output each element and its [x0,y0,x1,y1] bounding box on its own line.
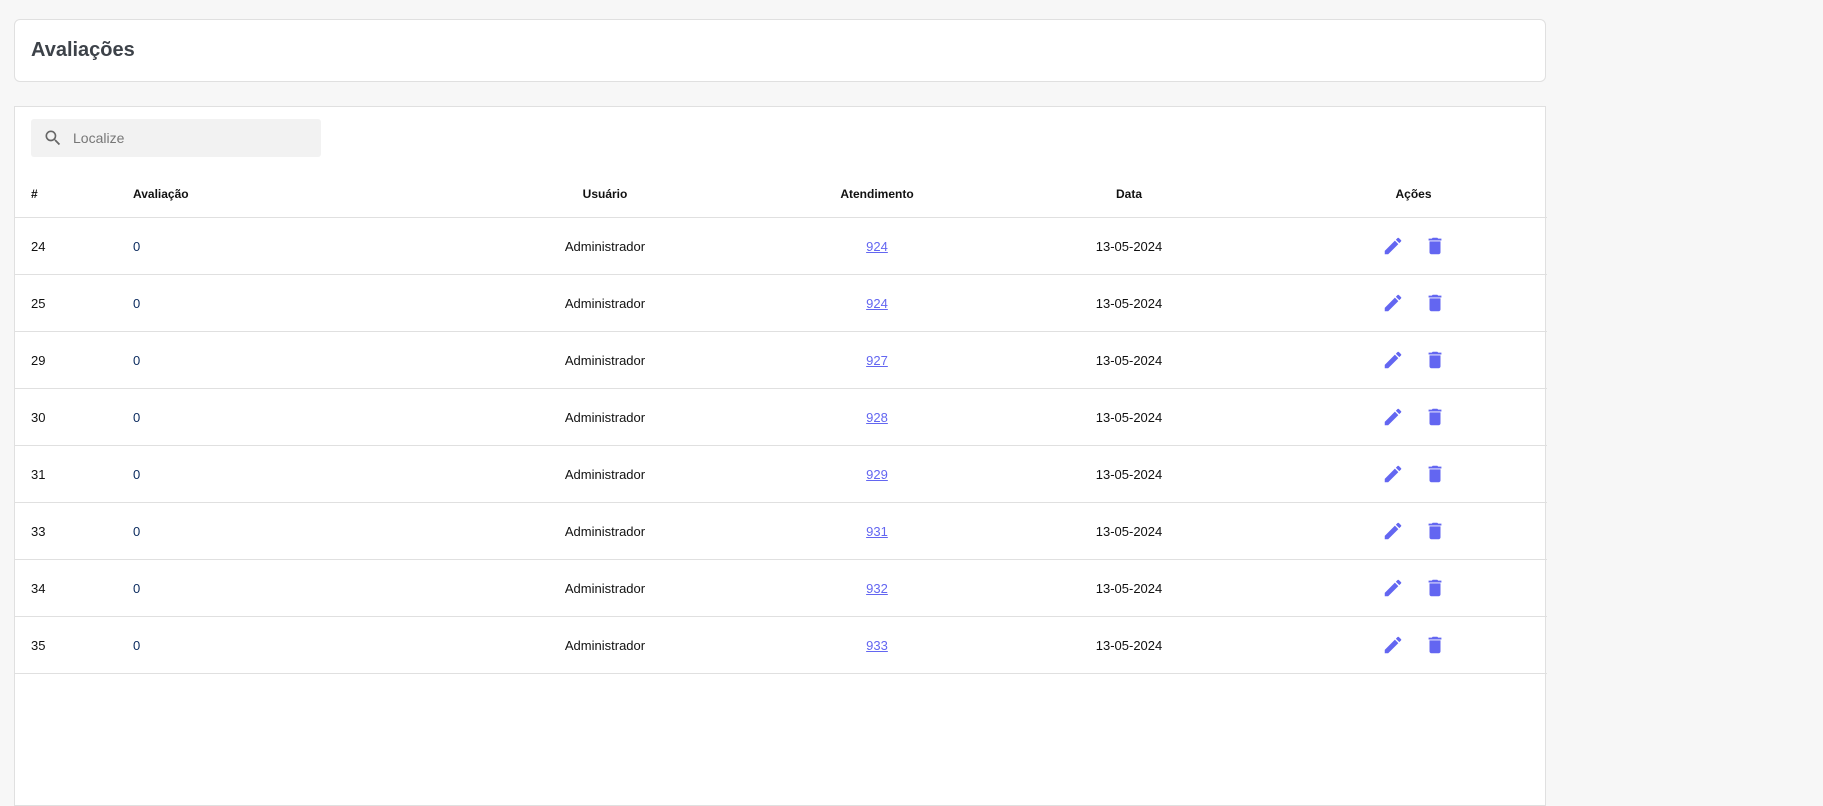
row-user: Administrador [434,217,776,275]
row-id: 35 [15,616,132,674]
row-actions [1280,274,1547,332]
row-actions [1280,445,1547,503]
row-id: 30 [15,388,132,446]
row-date: 13-05-2024 [978,274,1280,332]
column-header: Avaliação [132,170,434,218]
edit-icon[interactable] [1382,235,1404,257]
column-header: Data [978,170,1280,218]
row-id: 31 [15,445,132,503]
delete-icon[interactable] [1424,577,1446,599]
page-title: Avaliações [31,39,135,61]
row-ticket: 931 [776,502,978,560]
column-header: # [15,170,132,218]
delete-icon[interactable] [1424,634,1446,656]
row-rating: 0 [132,445,434,503]
delete-icon[interactable] [1424,520,1446,542]
table-row: 24 0 Administrador 924 13-05-2024 [15,217,1547,275]
table-row: 35 0 Administrador 933 13-05-2024 [15,616,1547,674]
edit-icon[interactable] [1382,634,1404,656]
row-date: 13-05-2024 [978,445,1280,503]
search-icon [45,130,61,146]
column-header: Atendimento [776,170,978,218]
row-ticket: 927 [776,331,978,389]
row-rating: 0 [132,274,434,332]
row-rating: 0 [132,502,434,560]
column-header: Usuário [434,170,776,218]
row-actions [1280,217,1547,275]
row-user: Administrador [434,274,776,332]
table-row: 31 0 Administrador 929 13-05-2024 [15,445,1547,503]
row-date: 13-05-2024 [978,559,1280,617]
delete-icon[interactable] [1424,463,1446,485]
edit-icon[interactable] [1382,349,1404,371]
row-date: 13-05-2024 [978,616,1280,674]
row-id: 25 [15,274,132,332]
row-rating: 0 [132,559,434,617]
ticket-link[interactable]: 932 [866,580,888,596]
row-id: 34 [15,559,132,617]
row-actions [1280,559,1547,617]
ticket-link[interactable]: 931 [866,523,888,539]
delete-icon[interactable] [1424,235,1446,257]
delete-icon[interactable] [1424,349,1446,371]
edit-icon[interactable] [1382,577,1404,599]
table-row: 25 0 Administrador 924 13-05-2024 [15,274,1547,332]
delete-icon[interactable] [1424,406,1446,428]
row-ticket: 932 [776,559,978,617]
row-rating: 0 [132,217,434,275]
row-ticket: 933 [776,616,978,674]
row-id: 33 [15,502,132,560]
row-user: Administrador [434,331,776,389]
column-header: Ações [1280,170,1547,218]
edit-icon[interactable] [1382,463,1404,485]
row-ticket: 924 [776,274,978,332]
edit-icon[interactable] [1382,520,1404,542]
row-user: Administrador [434,559,776,617]
row-rating: 0 [132,616,434,674]
row-rating: 0 [132,331,434,389]
row-id: 29 [15,331,132,389]
row-actions [1280,331,1547,389]
ratings-table: # Avaliação Usuário Atendimento Data Ações 24… [15,170,1547,674]
row-ticket: 928 [776,388,978,446]
row-actions [1280,616,1547,674]
ticket-link[interactable]: 927 [866,352,888,368]
row-date: 13-05-2024 [978,388,1280,446]
row-date: 13-05-2024 [978,217,1280,275]
search-input[interactable] [71,129,295,147]
ticket-link[interactable]: 928 [866,409,888,425]
edit-icon[interactable] [1382,292,1404,314]
ticket-link[interactable]: 933 [866,637,888,653]
row-user: Administrador [434,616,776,674]
row-ticket: 929 [776,445,978,503]
table-row: 29 0 Administrador 927 13-05-2024 [15,331,1547,389]
ticket-link[interactable]: 924 [866,295,888,311]
page-header-card: Avaliações [14,19,1546,82]
row-date: 13-05-2024 [978,502,1280,560]
search-box[interactable] [31,119,321,157]
row-user: Administrador [434,388,776,446]
table-row: 30 0 Administrador 928 13-05-2024 [15,388,1547,446]
delete-icon[interactable] [1424,292,1446,314]
row-id: 24 [15,217,132,275]
table-row: 33 0 Administrador 931 13-05-2024 [15,502,1547,560]
table-row: 34 0 Administrador 932 13-05-2024 [15,559,1547,617]
row-actions [1280,502,1547,560]
ticket-link[interactable]: 929 [866,466,888,482]
edit-icon[interactable] [1382,406,1404,428]
ticket-link[interactable]: 924 [866,238,888,254]
row-ticket: 924 [776,217,978,275]
row-actions [1280,388,1547,446]
row-date: 13-05-2024 [978,331,1280,389]
row-rating: 0 [132,388,434,446]
row-user: Administrador [434,502,776,560]
row-user: Administrador [434,445,776,503]
